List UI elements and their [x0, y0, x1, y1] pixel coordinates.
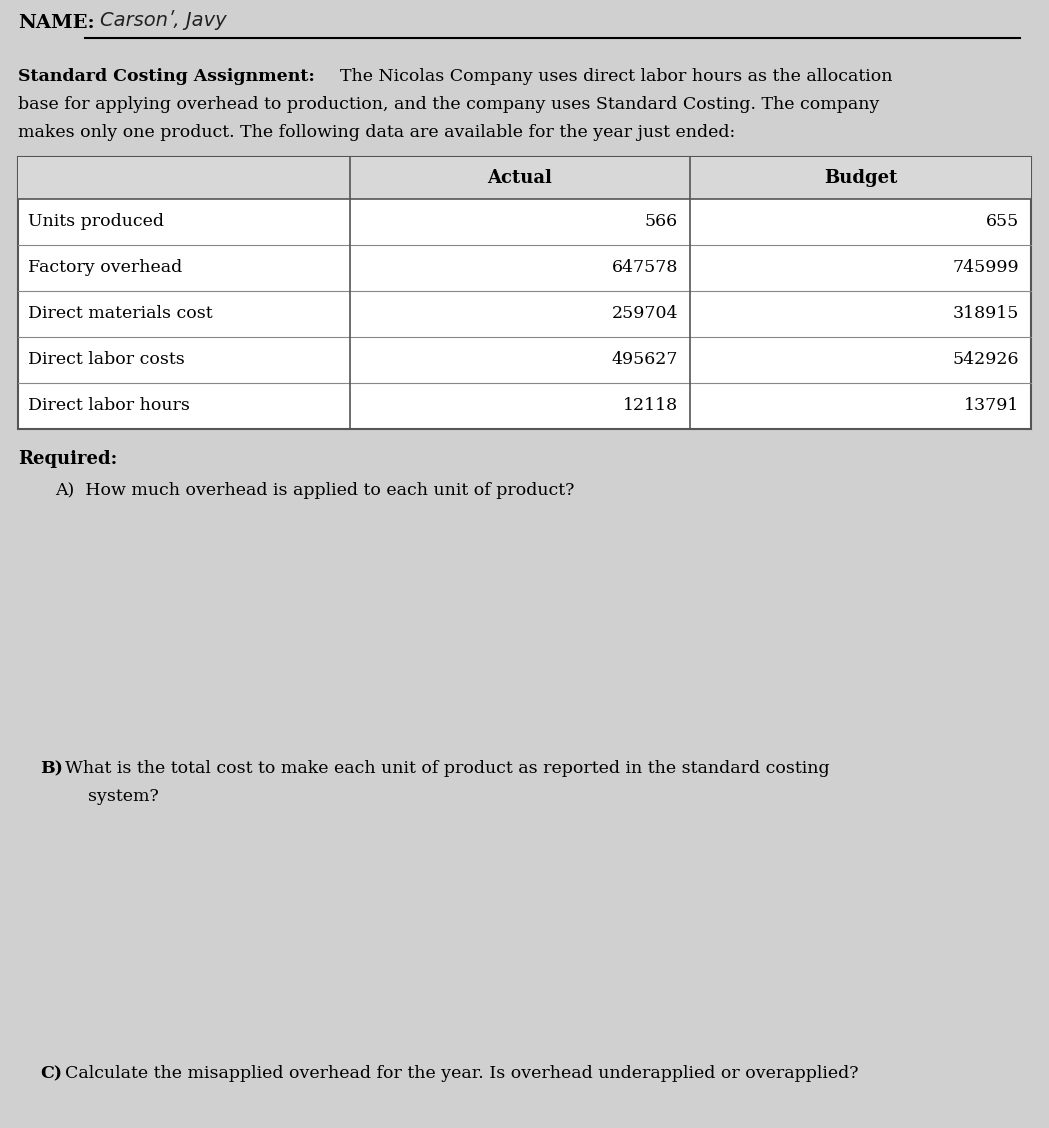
Text: 13791: 13791 — [964, 397, 1019, 414]
Text: What is the total cost to make each unit of product as reported in the standard : What is the total cost to make each unit… — [65, 760, 830, 777]
Text: 259704: 259704 — [612, 306, 678, 323]
Text: 655: 655 — [986, 213, 1019, 230]
Text: 318915: 318915 — [952, 306, 1019, 323]
Text: 12118: 12118 — [623, 397, 678, 414]
Text: NAME:: NAME: — [18, 14, 94, 32]
Text: The Nicolas Company uses direct labor hours as the allocation: The Nicolas Company uses direct labor ho… — [340, 68, 893, 85]
Text: system?: system? — [88, 788, 158, 805]
Text: Carsonʹ, Javy: Carsonʹ, Javy — [100, 10, 227, 30]
Text: Direct labor hours: Direct labor hours — [28, 397, 190, 414]
Text: 542926: 542926 — [952, 352, 1019, 369]
Text: 745999: 745999 — [952, 259, 1019, 276]
Text: makes only one product. The following data are available for the year just ended: makes only one product. The following da… — [18, 124, 735, 141]
Text: A)  How much overhead is applied to each unit of product?: A) How much overhead is applied to each … — [55, 482, 575, 499]
Text: Actual: Actual — [488, 169, 553, 187]
Text: 495627: 495627 — [612, 352, 678, 369]
Text: 566: 566 — [645, 213, 678, 230]
Text: Required:: Required: — [18, 450, 117, 468]
Text: Direct materials cost: Direct materials cost — [28, 306, 213, 323]
Text: 647578: 647578 — [612, 259, 678, 276]
Text: C): C) — [40, 1065, 62, 1082]
Text: B): B) — [40, 760, 63, 777]
Bar — [18, 157, 1031, 429]
Bar — [18, 157, 1031, 199]
Text: Factory overhead: Factory overhead — [28, 259, 183, 276]
Text: Budget: Budget — [823, 169, 897, 187]
Text: base for applying overhead to production, and the company uses Standard Costing.: base for applying overhead to production… — [18, 96, 879, 113]
Text: Direct labor costs: Direct labor costs — [28, 352, 185, 369]
Text: Units produced: Units produced — [28, 213, 164, 230]
Text: Standard Costing Assignment:: Standard Costing Assignment: — [18, 68, 315, 85]
Text: Calculate the misapplied overhead for the year. Is overhead underapplied or over: Calculate the misapplied overhead for th… — [65, 1065, 858, 1082]
